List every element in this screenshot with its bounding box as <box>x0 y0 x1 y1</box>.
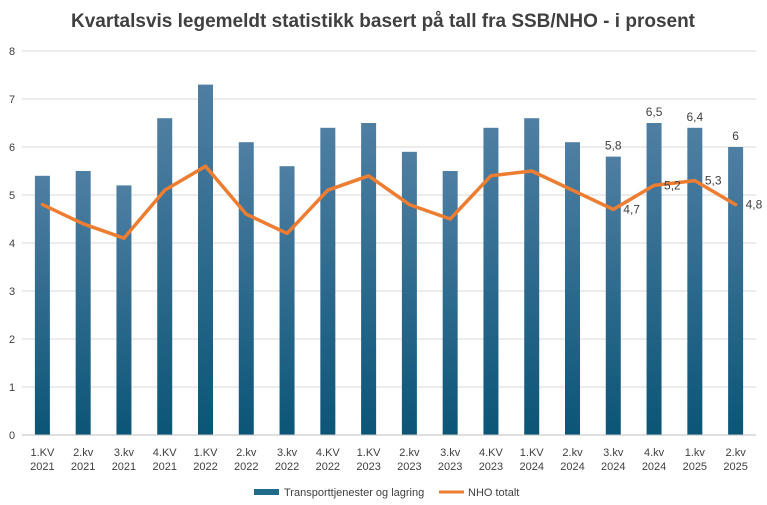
line-data-label: 5,3 <box>705 174 722 188</box>
x-tick-label: 3.kv <box>440 447 461 459</box>
x-tick-label: 4.kv <box>644 447 665 459</box>
legend-label-line: NHO totalt <box>468 487 519 499</box>
chart-title: Kvartalsvis legemeldt statistikk basert … <box>71 11 696 32</box>
gridlines <box>22 50 756 388</box>
x-tick-label-year: 2023 <box>356 461 380 473</box>
x-tick-label: 1.KV <box>357 447 382 459</box>
y-tick-label: 6 <box>9 142 15 154</box>
y-tick-label: 2 <box>9 334 15 346</box>
x-tick-label: 1.KV <box>194 447 219 459</box>
x-tick-label: 3.kv <box>277 447 298 459</box>
x-tick-label-year: 2021 <box>30 461 54 473</box>
bar <box>116 185 132 435</box>
bar <box>320 127 336 436</box>
line-series <box>40 164 738 240</box>
legend: Transporttjenester og lagring NHO totalt <box>254 487 519 499</box>
bar <box>238 142 254 435</box>
bar-data-label: 6,4 <box>686 110 703 124</box>
bar <box>361 123 377 435</box>
bar <box>524 118 540 435</box>
x-tick-label-year: 2024 <box>560 461 584 473</box>
bar <box>75 171 91 435</box>
y-tick-label: 3 <box>9 286 15 298</box>
x-tick-label: 4.KV <box>153 447 178 459</box>
bar <box>157 118 173 435</box>
x-tick-label-year: 2022 <box>275 461 299 473</box>
x-tick-label-year: 2023 <box>438 461 462 473</box>
legend-swatch-bar <box>254 489 279 495</box>
x-tick-label: 3.kv <box>603 447 624 459</box>
line-data-label: 4,7 <box>623 202 640 216</box>
x-tick-label: 1.KV <box>520 447 545 459</box>
x-tick-label-year: 2024 <box>601 461 625 473</box>
x-tick-label: 1.kv <box>685 447 706 459</box>
bar <box>728 147 744 435</box>
bar <box>565 142 580 435</box>
x-tick-label-year: 2022 <box>234 461 258 473</box>
y-tick-label: 1 <box>9 382 15 394</box>
legend-label-bar: Transporttjenester og lagring <box>284 487 424 499</box>
y-tick-label: 8 <box>9 46 15 58</box>
x-tick-label: 2.kv <box>236 447 257 459</box>
bar-data-label: 6 <box>732 129 739 143</box>
bar <box>605 156 621 435</box>
x-tick-label: 2.kv <box>73 447 94 459</box>
x-tick-label-year: 2021 <box>71 461 95 473</box>
bar-data-label: 5,8 <box>605 139 622 153</box>
x-tick-label-year: 2022 <box>316 461 340 473</box>
x-tick-label-year: 2021 <box>152 461 176 473</box>
bar <box>442 171 458 435</box>
bar <box>279 166 295 435</box>
bar <box>198 84 213 435</box>
bar-data-label: 6,5 <box>646 105 663 119</box>
x-tick-label: 4.KV <box>316 447 341 459</box>
x-tick-label-year: 2024 <box>519 461 543 473</box>
x-tick-label: 2.kv <box>562 447 583 459</box>
x-tick-label-year: 2024 <box>642 461 666 473</box>
y-tick-label: 0 <box>9 430 15 442</box>
axes: 0 1 2 3 4 5 6 7 8 1.KV 2021 2.kv 2021 3.kv 2021 4.KV 202… <box>9 46 756 473</box>
bar <box>34 175 50 436</box>
x-tick-label: 2.kv <box>399 447 420 459</box>
x-tick-label-year: 2023 <box>397 461 421 473</box>
x-tick-label-year: 2025 <box>683 461 707 473</box>
x-tick-label-year: 2025 <box>723 461 747 473</box>
line-data-label: 4,8 <box>746 198 763 212</box>
bar <box>401 151 417 436</box>
y-tick-label: 4 <box>9 238 15 250</box>
bar <box>483 127 499 436</box>
bar <box>646 123 662 435</box>
x-tick-label: 4.KV <box>479 447 504 459</box>
bar <box>687 127 703 436</box>
x-tick-label-year: 2021 <box>112 461 136 473</box>
bar-series <box>34 84 744 436</box>
x-tick-label: 3.kv <box>114 447 135 459</box>
x-tick-label: 1.KV <box>30 447 55 459</box>
y-tick-label: 5 <box>9 190 15 202</box>
x-tick-label: 2.kv <box>726 447 747 459</box>
y-tick-label: 7 <box>9 94 15 106</box>
x-tick-label-year: 2023 <box>479 461 503 473</box>
x-tick-label-year: 2022 <box>193 461 217 473</box>
line-data-label: 5,2 <box>664 178 681 192</box>
line-nho-totalt <box>40 164 738 240</box>
data-labels: 5,8 6,5 6,4 6 4,7 5,2 5,3 4,8 <box>605 105 763 216</box>
